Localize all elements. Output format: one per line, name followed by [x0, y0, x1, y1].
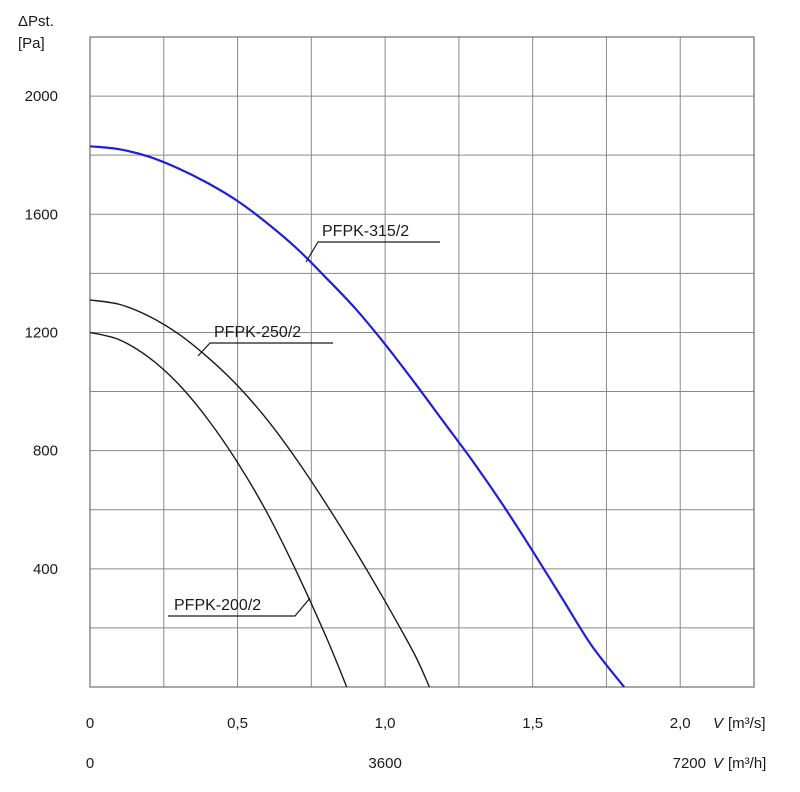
x-secondary-axis-label-symbol: V [713, 755, 725, 772]
x-tick-label: 1,0 [375, 715, 396, 732]
leader-line-315 [305, 241, 440, 263]
y-tick-label: 800 [33, 443, 58, 460]
y-tick-label: 1600 [25, 206, 58, 223]
x-tick-label: 0 [86, 715, 94, 732]
series-line-pfpk-200-2 [89, 331, 348, 688]
y-tick-label: 400 [33, 561, 58, 578]
series-label-315-text: PFPK-315/2 [322, 223, 409, 240]
y-tick-label: 1200 [25, 324, 58, 341]
x-tick-label: 0,5 [227, 715, 248, 732]
series-line-pfpk-250-2 [89, 299, 431, 688]
y-tick-labels: 400 800 1200 1600 2000 [25, 88, 58, 578]
y-axis-label-symbol: ΔPst. [18, 13, 54, 30]
leader-line-200 [168, 597, 311, 617]
y-axis-label-unit: [Pa] [18, 35, 45, 52]
x-axis-label-symbol: V [713, 715, 725, 732]
series-line-pfpk-315-2 [89, 145, 626, 688]
series-label-200: PFPK-200/2 [168, 597, 311, 617]
series-label-250-text: PFPK-250/2 [214, 324, 301, 341]
x-secondary-tick-labels: 0 3600 7200 [86, 755, 706, 772]
x-tick-label: 1,5 [522, 715, 543, 732]
x-secondary-axis-label-unit: [m³/h] [728, 755, 766, 772]
plot-frame [89, 36, 755, 688]
x-tick-label: 2,0 [670, 715, 691, 732]
series-label-315: PFPK-315/2 [305, 223, 440, 263]
chart-grid [90, 37, 754, 687]
series-label-200-text: PFPK-200/2 [174, 597, 261, 614]
series-label-250: PFPK-250/2 [197, 324, 333, 357]
x-axis-label-unit: [m³/s] [728, 715, 766, 732]
series-curves [89, 145, 626, 688]
x-tick-labels: 0 0,5 1,0 1,5 2,0 [86, 715, 691, 732]
x-secondary-tick-label: 3600 [368, 755, 401, 772]
x-secondary-tick-label: 0 [86, 755, 94, 772]
y-tick-label: 2000 [25, 88, 58, 105]
leader-line-250 [197, 342, 333, 357]
x-secondary-tick-label: 7200 [673, 755, 706, 772]
